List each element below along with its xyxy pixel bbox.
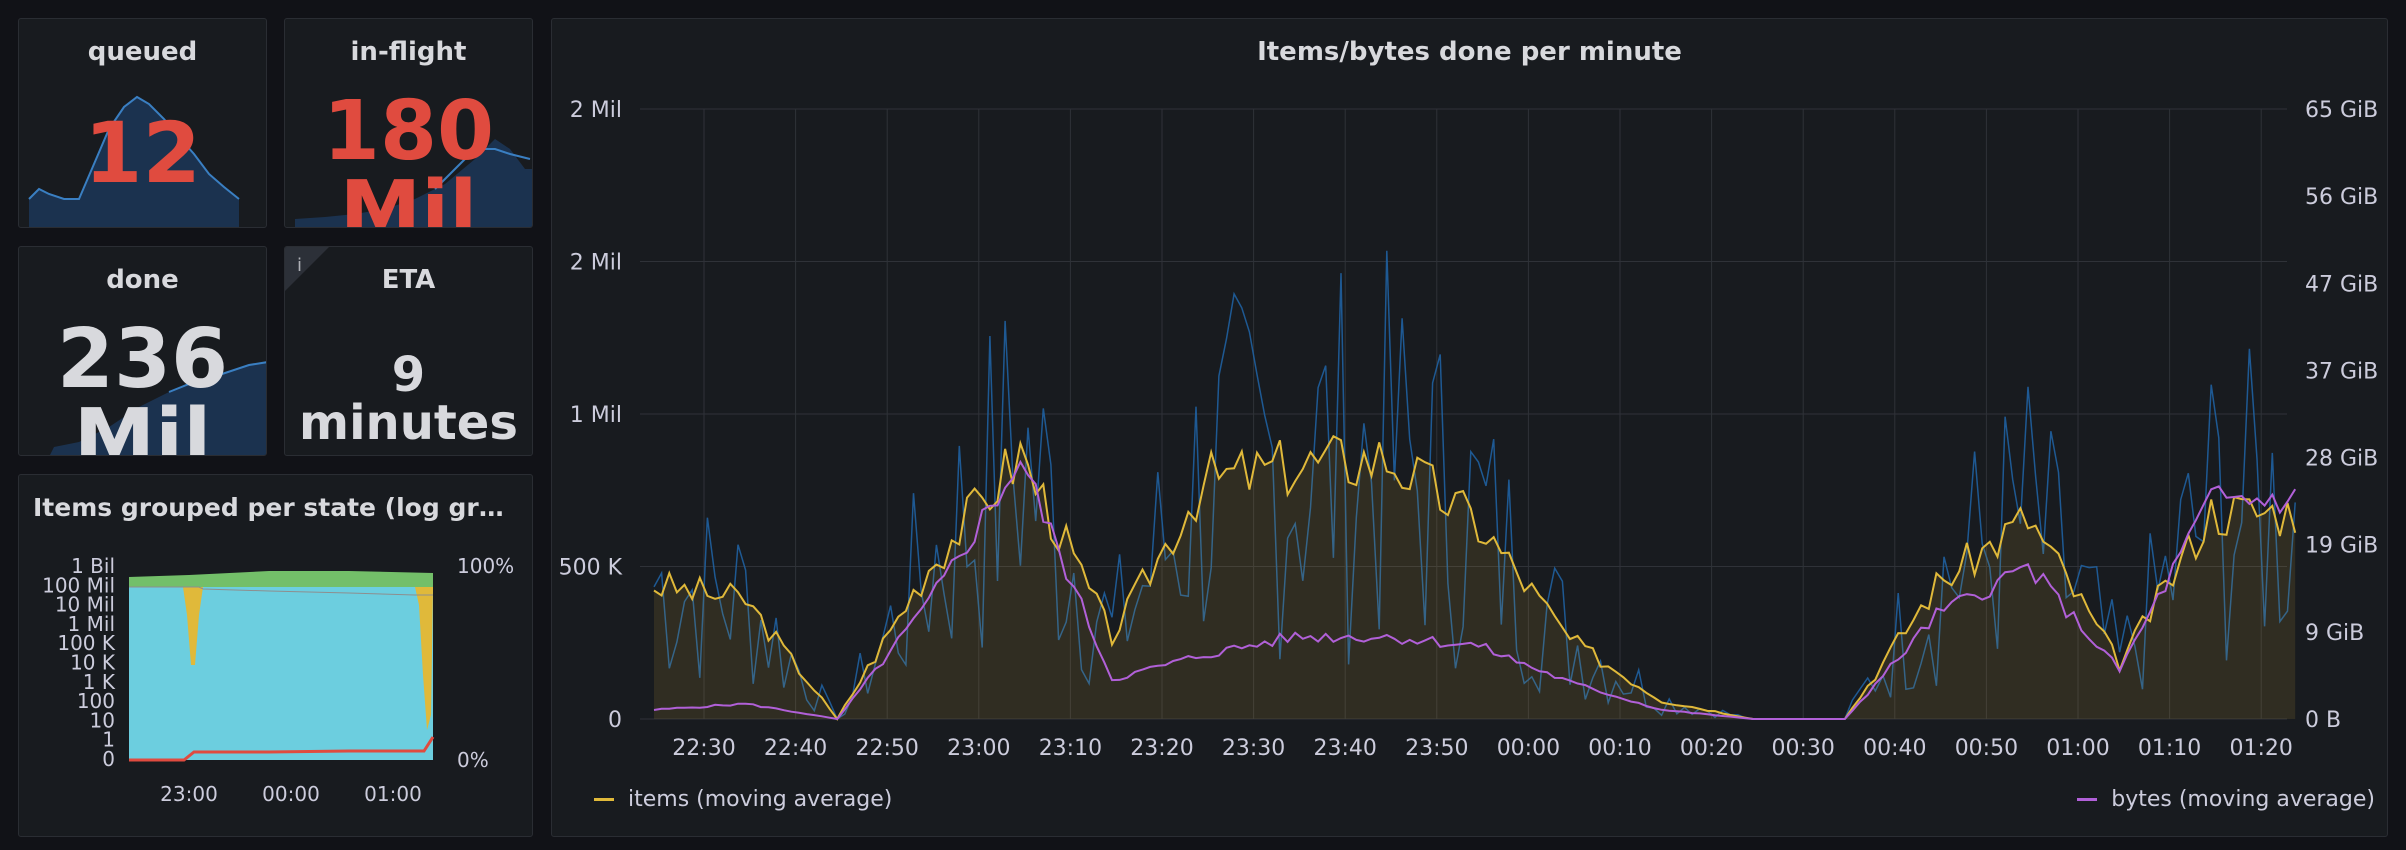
states-area-yellow-end [415,587,433,730]
states-area-yellow-dip [183,587,203,665]
x-tick: 01:10 [2138,736,2201,761]
states-y-right-tick: 0% [457,748,489,772]
x-tick: 01:20 [2229,736,2292,761]
done-title: done [106,265,179,295]
states-area-cyan [129,587,433,760]
states-y-left-tick: 100 K [57,631,116,655]
series-bytes-moving-average [653,459,2297,721]
y-right-tick: 37 GiB [2305,359,2378,384]
x-tick: 00:30 [1771,736,1834,761]
panel-eta[interactable]: i ETA 9 minutes [284,246,533,456]
y-right-tick: 9 GiB [2305,621,2364,646]
x-tick: 22:50 [855,736,918,761]
in-flight-sparkline [295,139,532,227]
y-left-tick: 500 K [559,556,623,581]
x-tick: 22:30 [672,736,735,761]
eta-value: 9 minutes [299,347,518,451]
bytes-line [653,459,2297,721]
items-line [653,434,2297,721]
y-left-tick: 2 Mil [570,98,622,123]
states-area-green-top [129,571,433,587]
in-flight-value-line1: 180 [322,84,495,179]
x-tick: 23:00 [947,736,1010,761]
x-tick: 00:50 [1955,736,2018,761]
in-flight-title: in-flight [350,37,467,67]
legend-items-swatch [594,798,614,801]
items-area [654,436,2296,719]
raw-items-line [653,250,2296,721]
states-y-left-tick: 100 [77,689,115,713]
main-grid [640,108,2287,720]
states-line-gray [129,586,433,596]
done-value-line2: Mil [73,392,212,456]
queued-value: 12 [84,104,201,202]
main-chart: 0 500 K 1 Mil 2 Mil 2 Mil 0 B 9 GiB 19 GiB 28 G… [559,98,2379,761]
y-right-tick: 0 B [2305,708,2341,733]
states-y-right-tick: 100% [457,554,514,578]
done-value-line1: 236 [56,312,229,407]
panel-done[interactable]: done 236 Mil [18,246,267,456]
x-tick: 00:20 [1680,736,1743,761]
main-y-axis-left: 0 500 K 1 Mil 2 Mil 2 Mil [559,98,623,733]
panel-items-per-state[interactable]: Items grouped per state (log gra... 1 Bi… [18,474,533,837]
in-flight-value-line2: Mil [339,164,478,228]
queued-sparkline [28,95,240,227]
states-y-left-tick: 1 K [83,670,116,694]
x-tick: 23:40 [1313,736,1376,761]
x-tick: 23:10 [1039,736,1102,761]
panel-queued[interactable]: queued 12 [18,18,267,228]
states-y-left-tick: 10 Mil [55,593,115,617]
y-right-tick: 65 GiB [2305,98,2378,123]
x-tick: 00:10 [1588,736,1651,761]
svg-text:i: i [297,255,302,276]
states-y-left-tick: 10 [90,708,115,732]
x-tick: 22:40 [764,736,827,761]
states-y-left-tick: 0 [102,747,115,771]
states-y-left-tick: 10 K [70,651,116,675]
main-y-axis-right: 0 B 9 GiB 19 GiB 28 GiB 37 GiB 47 GiB 56 GiB 65… [2305,98,2378,733]
legend-items-label: items (moving average) [628,787,893,812]
eta-title: ETA [381,265,436,295]
y-left-tick: 1 Mil [570,403,622,428]
y-left-tick: 2 Mil [570,251,622,276]
states-y-axis-right: 100% 0% [457,554,514,772]
states-x-axis: 23:00 00:00 01:00 [160,782,422,806]
states-x-tick: 23:00 [160,782,218,806]
done-sparkline [50,361,266,455]
y-left-tick: 0 [608,708,622,733]
x-tick: 23:50 [1405,736,1468,761]
x-tick: 00:00 [1497,736,1560,761]
y-right-tick: 28 GiB [2305,447,2378,472]
panel-in-flight[interactable]: in-flight 180 Mil [284,18,533,228]
x-tick: 23:20 [1130,736,1193,761]
series-items-moving-average [653,434,2297,721]
series-raw-items [653,250,2296,721]
legend-items[interactable]: items (moving average) [594,787,892,812]
legend-bytes[interactable]: bytes (moving average) [2077,787,2375,812]
y-right-tick: 47 GiB [2305,272,2378,297]
queued-title: queued [87,37,198,67]
x-tick: 00:40 [1863,736,1926,761]
y-right-tick: 19 GiB [2305,534,2378,559]
states-x-tick: 01:00 [364,782,422,806]
states-y-left-tick: 1 Mil [68,612,115,636]
legend-bytes-label: bytes (moving average) [2111,787,2375,812]
x-tick: 01:00 [2046,736,2109,761]
main-x-axis: 22:30 22:40 22:50 23:00 23:10 23:20 23:30 23:40… [672,736,2293,761]
y-right-tick: 56 GiB [2305,185,2378,210]
states-line-red [129,736,435,762]
x-tick: 23:30 [1222,736,1285,761]
states-y-left-tick: 100 Mil [42,573,115,597]
legend-bytes-swatch [2077,798,2098,801]
states-y-left-tick: 1 Bil [71,554,115,578]
info-icon[interactable]: i [285,247,329,291]
states-x-tick: 00:00 [262,782,320,806]
states-y-left-tick: 1 [102,728,115,752]
